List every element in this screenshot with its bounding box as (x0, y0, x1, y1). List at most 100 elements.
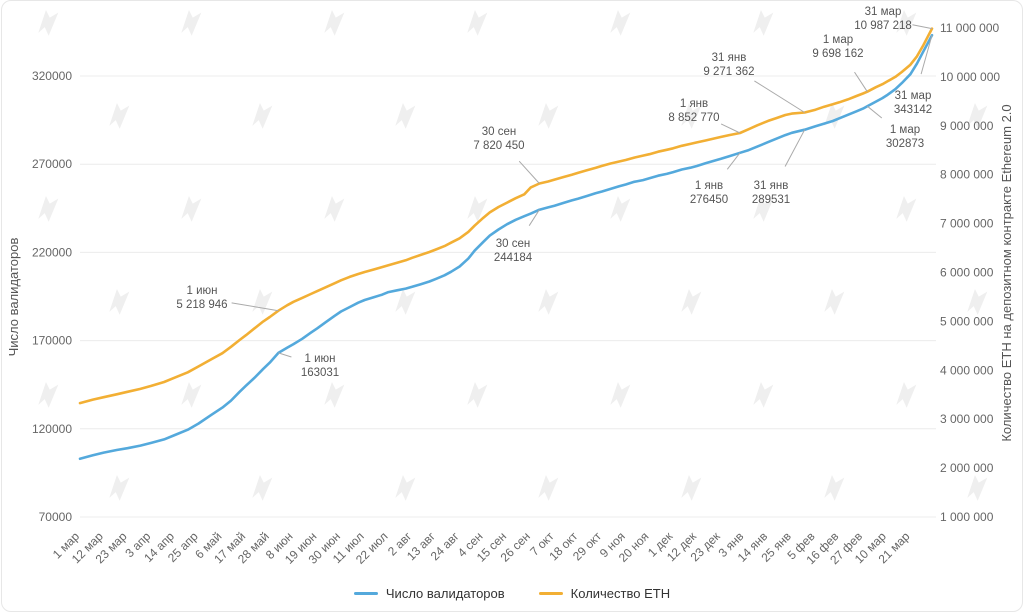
annotation-value-label: 163031 (301, 367, 339, 379)
annotation-date-label: 1 мар (823, 34, 853, 46)
forklog-logo-watermark-icon (894, 380, 919, 409)
annotation-date-label: 31 мар (865, 6, 902, 18)
right-axis-tick-label: 6 000 000 (940, 266, 994, 280)
forklog-logo-watermark-icon (393, 101, 418, 130)
forklog-logo-watermark-icon (107, 101, 132, 130)
left-axis-tick-label: 170000 (32, 334, 72, 348)
forklog-logo-watermark-icon (679, 473, 704, 502)
annotation-value-label: 8 852 770 (668, 112, 719, 124)
forklog-logo-watermark-icon (465, 194, 490, 223)
right-axis-title: Количество ETH на депозитном контракте E… (999, 104, 1014, 441)
forklog-logo-watermark-icon (322, 8, 347, 37)
annotation-connector-line (528, 209, 540, 226)
forklog-logo-watermark-icon (36, 8, 61, 37)
forklog-logo-watermark-icon (250, 473, 275, 502)
forklog-logo-watermark-icon (179, 194, 204, 223)
forklog-logo-watermark-icon (965, 473, 990, 502)
forklog-logo-watermark-icon (608, 194, 633, 223)
forklog-logo-watermark-icon (465, 8, 490, 37)
forklog-logo-watermark-icon (536, 287, 561, 316)
forklog-logo-watermark-icon (679, 287, 704, 316)
legend-item-eth[interactable]: Количество ETH (538, 586, 671, 601)
left-axis-title: Число валидаторов (6, 238, 21, 357)
left-axis-tick-label: 120000 (32, 422, 72, 436)
annotation-value-label: 10 987 218 (854, 20, 912, 32)
forklog-logo-watermark-icon (322, 194, 347, 223)
left-axis-tick-label: 70000 (39, 510, 73, 524)
right-axis-tick-label: 3 000 000 (940, 412, 994, 426)
right-axis-tick-label: 2 000 000 (940, 461, 994, 475)
legend-label-validators: Число валидаторов (385, 586, 505, 601)
forklog-logo-watermark-icon (536, 473, 561, 502)
annotation-connector-line (278, 352, 292, 358)
forklog-logo-watermark-icon (250, 287, 275, 316)
annotation-value-label: 5 218 946 (176, 299, 227, 311)
forklog-logo-watermark-icon (36, 380, 61, 409)
annotation-connector-line (784, 129, 806, 167)
annotation-date-label: 30 сен (496, 238, 530, 250)
annotation-connector-line (754, 80, 805, 113)
forklog-logo-watermark-icon (608, 8, 633, 37)
right-axis-tick-label: 1 000 000 (940, 510, 994, 524)
left-axis-tick-label: 220000 (32, 245, 72, 259)
annotation-connector-line (854, 71, 868, 92)
forklog-logo-watermark-icon (179, 380, 204, 409)
right-axis-tick-label: 4 000 000 (940, 363, 994, 377)
chart-legend: Число валидаторов Количество ETH (2, 586, 1022, 601)
annotation-connector-line (518, 160, 540, 184)
eth-legend-marker-icon (538, 592, 563, 595)
forklog-logo-watermark-icon (393, 287, 418, 316)
annotation-connector-line (720, 123, 741, 134)
annotation-value-label: 302873 (886, 138, 924, 150)
annotation-value-label: 7 820 450 (473, 140, 524, 152)
legend-item-validators[interactable]: Число валидаторов (353, 586, 505, 601)
forklog-logo-watermark-icon (465, 380, 490, 409)
legend-label-eth: Количество ETH (570, 586, 671, 601)
annotation-connector-line (912, 24, 933, 30)
left-axis-tick-label: 320000 (32, 69, 72, 83)
annotation-date-label: 31 янв (712, 52, 747, 64)
forklog-logo-watermark-icon (751, 380, 776, 409)
annotation-value-label: 289531 (752, 194, 790, 206)
right-axis-tick-label: 5 000 000 (940, 314, 994, 328)
right-axis-tick-label: 11 000 000 (940, 21, 999, 35)
annotation-date-label: 30 сен (482, 126, 516, 138)
forklog-logo-watermark-icon (107, 287, 132, 316)
forklog-logo-watermark-icon (822, 287, 847, 316)
annotation-date-label: 1 июн (305, 353, 336, 365)
forklog-logo-watermark-icon (250, 101, 275, 130)
right-axis-tick-label: 7 000 000 (940, 217, 994, 231)
forklog-logo-watermark-icon (894, 194, 919, 223)
annotation-date-label: 1 янв (695, 180, 723, 192)
annotation-connector-line (920, 35, 933, 75)
forklog-logo-watermark-icon (36, 194, 61, 223)
eth-line-series (78, 27, 934, 405)
validators-legend-marker-icon (353, 592, 378, 595)
annotation-value-label: 9 698 162 (812, 48, 863, 60)
annotation-value-label: 343142 (894, 104, 932, 116)
annotation-connector-line (866, 105, 883, 119)
forklog-logo-watermark-icon (751, 8, 776, 37)
forklog-logo-watermark-icon (179, 8, 204, 37)
right-axis-tick-label: 8 000 000 (940, 168, 994, 182)
annotation-value-label: 244184 (494, 252, 533, 264)
annotation-date-label: 1 июн (187, 285, 218, 297)
annotation-value-label: 276450 (690, 194, 728, 206)
forklog-logo-watermark-icon (608, 380, 633, 409)
right-axis-tick-label: 10 000 000 (940, 70, 1000, 84)
annotation-date-label: 1 мар (890, 124, 920, 136)
validators-line-series (78, 33, 934, 461)
forklog-logo-watermark-icon (322, 380, 347, 409)
annotation-connector-line (231, 302, 279, 312)
annotation-connector-line (726, 152, 741, 170)
annotation-value-label: 9 271 362 (703, 66, 754, 78)
annotation-date-label: 1 янв (680, 98, 708, 110)
forklog-logo-watermark-icon (107, 473, 132, 502)
forklog-logo-watermark-icon (822, 473, 847, 502)
right-axis-tick-label: 9 000 000 (940, 119, 994, 133)
forklog-logo-watermark-icon (393, 473, 418, 502)
x-axis-tick-label: 24 авг (428, 529, 462, 563)
forklog-logo-watermark-icon (965, 287, 990, 316)
